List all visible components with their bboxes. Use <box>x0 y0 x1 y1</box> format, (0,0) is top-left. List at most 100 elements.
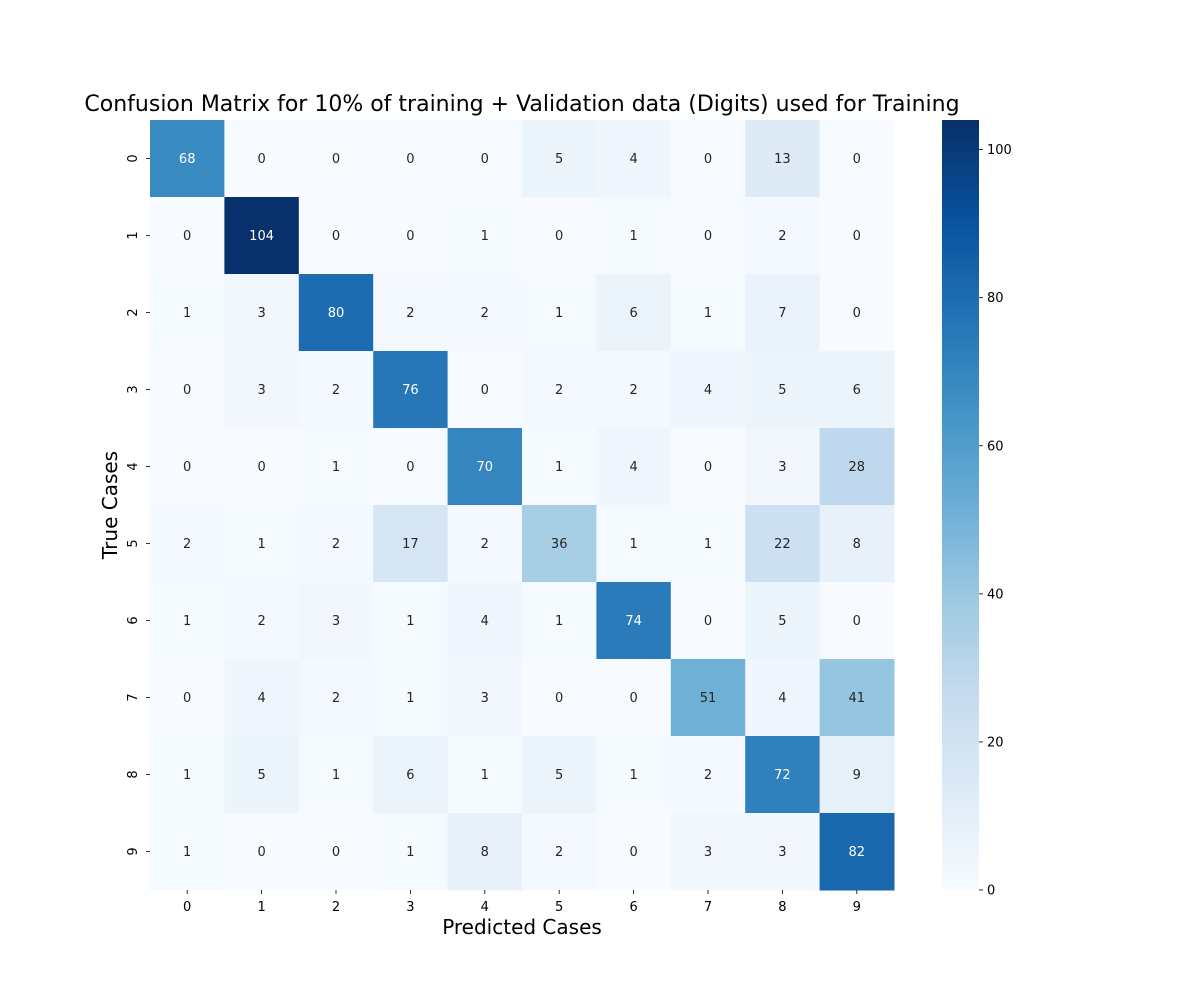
heatmap-cell-6-5 <box>522 582 597 660</box>
heatmap-cell-1-1 <box>224 197 300 275</box>
cell-value-7-2: 2 <box>332 691 340 706</box>
heatmap-cell-3-7 <box>670 351 746 429</box>
cell-value-0-8: 13 <box>774 152 791 167</box>
cell-value-1-8: 2 <box>778 229 786 244</box>
heatmap-cell-8-6 <box>596 736 672 814</box>
cell-value-5-0: 2 <box>183 537 191 552</box>
cell-value-1-3: 0 <box>406 229 414 244</box>
cell-value-3-5: 2 <box>555 383 563 398</box>
cell-value-4-5: 1 <box>555 460 563 475</box>
x-tick-label-7: 7 <box>704 900 712 915</box>
colorbar-tick-label-3: 60 <box>987 439 1004 454</box>
heatmap-cell-1-6 <box>596 197 672 275</box>
heatmap-cell-8-8 <box>745 736 821 814</box>
cell-value-9-8: 3 <box>778 845 786 860</box>
cell-value-0-9: 0 <box>853 152 861 167</box>
cell-value-6-8: 5 <box>778 614 786 629</box>
cell-value-0-3: 0 <box>406 152 414 167</box>
cell-value-9-6: 0 <box>629 845 637 860</box>
cell-value-0-1: 0 <box>257 152 265 167</box>
cell-value-2-4: 2 <box>481 306 489 321</box>
cell-value-4-0: 0 <box>183 460 191 475</box>
heatmap-cell-1-7 <box>670 197 746 275</box>
heatmap-cell-7-6 <box>596 659 672 737</box>
heatmap-cell-2-7 <box>670 274 746 352</box>
x-tick-label-8: 8 <box>778 900 786 915</box>
heatmap-cell-6-8 <box>745 582 821 660</box>
heatmap-cell-7-9 <box>819 659 895 737</box>
cell-value-1-0: 0 <box>183 229 191 244</box>
cell-value-8-3: 6 <box>406 768 414 783</box>
cell-value-6-3: 1 <box>406 614 414 629</box>
heatmap-cell-9-4 <box>447 813 523 891</box>
cell-value-6-6: 74 <box>625 614 642 629</box>
cell-value-9-9: 82 <box>849 845 866 860</box>
x-tick-label-6: 6 <box>629 900 637 915</box>
heatmap-cell-1-0 <box>150 197 225 275</box>
cell-value-9-4: 8 <box>481 845 489 860</box>
cell-value-8-9: 9 <box>853 768 861 783</box>
heatmap-cell-9-0 <box>150 813 225 891</box>
cell-value-5-2: 2 <box>332 537 340 552</box>
cell-value-8-4: 1 <box>481 768 489 783</box>
cell-value-7-6: 0 <box>629 691 637 706</box>
cell-value-1-4: 1 <box>481 229 489 244</box>
heatmap-cell-9-7 <box>670 813 746 891</box>
heatmap-cell-9-8 <box>745 813 821 891</box>
cell-value-3-6: 2 <box>629 383 637 398</box>
heatmap-cell-8-9 <box>819 736 895 814</box>
y-tick-label-5: 5 <box>126 539 141 547</box>
colorbar-tick-label-2: 40 <box>987 587 1004 602</box>
cell-value-5-5: 36 <box>551 537 568 552</box>
y-tick-label-6: 6 <box>126 616 141 624</box>
x-axis-label: Predicted Cases <box>442 915 602 939</box>
cell-value-5-4: 2 <box>481 537 489 552</box>
cell-value-7-3: 1 <box>406 691 414 706</box>
cell-value-2-7: 1 <box>704 306 712 321</box>
heatmap-cell-8-1 <box>224 736 300 814</box>
heatmap-cell-4-3 <box>373 428 449 506</box>
heatmap-cell-6-9 <box>819 582 895 660</box>
cell-value-0-4: 0 <box>481 152 489 167</box>
cell-value-8-5: 5 <box>555 768 563 783</box>
heatmap-cell-3-0 <box>150 351 225 429</box>
heatmap-cell-3-9 <box>819 351 895 429</box>
cell-value-0-7: 0 <box>704 152 712 167</box>
heatmap-cell-3-3 <box>373 351 449 429</box>
heatmap-cell-5-0 <box>150 505 225 583</box>
cell-value-7-1: 4 <box>257 691 265 706</box>
heatmap-cell-4-1 <box>224 428 300 506</box>
cell-value-4-4: 70 <box>477 460 494 475</box>
cell-value-4-2: 1 <box>332 460 340 475</box>
x-tick-label-9: 9 <box>853 900 861 915</box>
heatmap-cell-7-8 <box>745 659 821 737</box>
cell-value-1-6: 1 <box>629 229 637 244</box>
heatmap-cell-6-0 <box>150 582 225 660</box>
y-tick-label-7: 7 <box>126 693 141 701</box>
heatmap-cell-9-5 <box>522 813 597 891</box>
chart-title: Confusion Matrix for 10% of training + V… <box>84 92 959 117</box>
heatmap-cell-4-0 <box>150 428 225 506</box>
cell-value-1-9: 0 <box>853 229 861 244</box>
heatmap-cell-8-3 <box>373 736 449 814</box>
heatmap-cell-5-2 <box>298 505 374 583</box>
heatmap-cell-7-3 <box>373 659 449 737</box>
cell-value-8-6: 1 <box>629 768 637 783</box>
cell-value-3-9: 6 <box>853 383 861 398</box>
heatmap-cell-7-1 <box>224 659 300 737</box>
x-tick-label-0: 0 <box>183 900 191 915</box>
heatmap-cell-4-6 <box>596 428 672 506</box>
heatmap-cell-6-1 <box>224 582 300 660</box>
cell-value-1-1: 104 <box>249 229 274 244</box>
heatmap-cell-9-6 <box>596 813 672 891</box>
cell-value-9-2: 0 <box>332 845 340 860</box>
heatmap-cell-7-7 <box>670 659 746 737</box>
cell-value-8-0: 1 <box>183 768 191 783</box>
x-tick-label-1: 1 <box>257 900 265 915</box>
heatmap-cell-5-8 <box>745 505 821 583</box>
cell-value-6-5: 1 <box>555 614 563 629</box>
heatmap-cell-5-1 <box>224 505 300 583</box>
cell-value-4-6: 4 <box>629 460 637 475</box>
heatmap-cell-9-9 <box>819 813 895 891</box>
